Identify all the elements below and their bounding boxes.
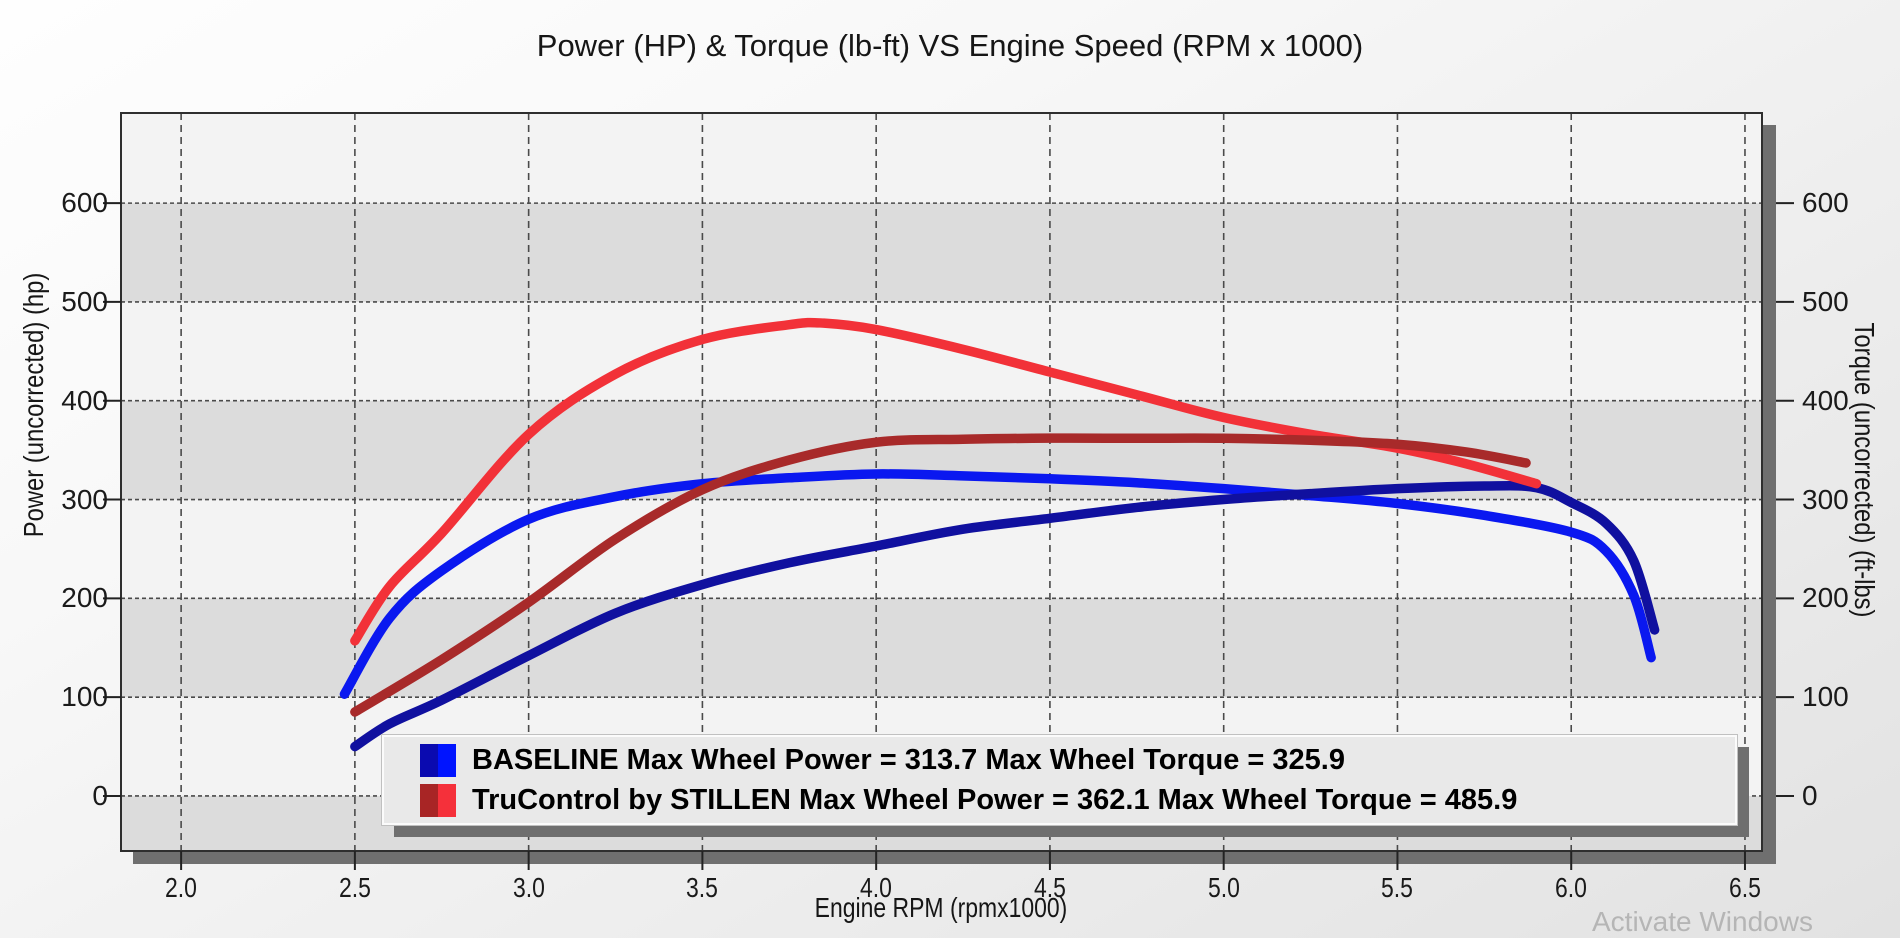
legend-box: BASELINE Max Wheel Power = 313.7 Max Whe… — [381, 734, 1738, 826]
plot-shadow-right — [1763, 125, 1776, 863]
legend-label-trucontrol: TruControl by STILLEN Max Wheel Power = … — [472, 783, 1518, 816]
curve-baseline-wheel-power-hp- — [350, 480, 1660, 752]
plot-frame — [120, 112, 1763, 852]
legend-label-baseline: BASELINE Max Wheel Power = 313.7 Max Whe… — [472, 743, 1345, 776]
plot-band — [121, 203, 1762, 302]
plot-band — [121, 499, 1762, 599]
x-axis-label: Engine RPM (rpmx1000) — [814, 892, 1068, 923]
chart-title: Power (HP) & Torque (lb-ft) VS Engine Sp… — [536, 28, 1364, 63]
curve-baseline-wheel-torque-ft-lbs- — [339, 469, 1656, 699]
plot-shadow-bottom — [133, 852, 1776, 864]
legend-row-baseline: BASELINE Max Wheel Power = 313.7 Max Whe… — [420, 742, 1735, 778]
y-axis-label-left: Power (uncorrected) (hp) — [18, 272, 49, 538]
activate-windows-watermark: Activate Windows — [1592, 906, 1813, 937]
trucontrol-color-swatch — [420, 783, 456, 817]
baseline-color-swatch — [420, 743, 456, 777]
curve-trucontrol-by-stillen-wheel-power-hp- — [350, 433, 1531, 717]
plot-band — [121, 301, 1762, 401]
plot-band — [121, 113, 1762, 204]
y-axis-label-right: Torque (uncorrected) (ft-lbs) — [1849, 322, 1880, 618]
legend-row-trucontrol: TruControl by STILLEN Max Wheel Power = … — [420, 782, 1735, 818]
